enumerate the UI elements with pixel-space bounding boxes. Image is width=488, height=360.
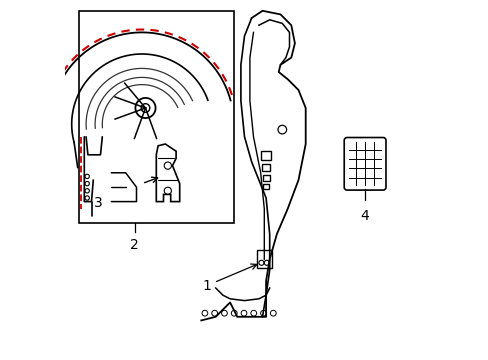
Text: 3: 3 bbox=[94, 197, 103, 210]
Bar bbox=[257, 250, 271, 268]
Bar bbox=[79, 11, 233, 223]
Text: 2: 2 bbox=[130, 238, 139, 252]
Text: 4: 4 bbox=[360, 209, 369, 223]
Text: 1: 1 bbox=[202, 279, 211, 293]
